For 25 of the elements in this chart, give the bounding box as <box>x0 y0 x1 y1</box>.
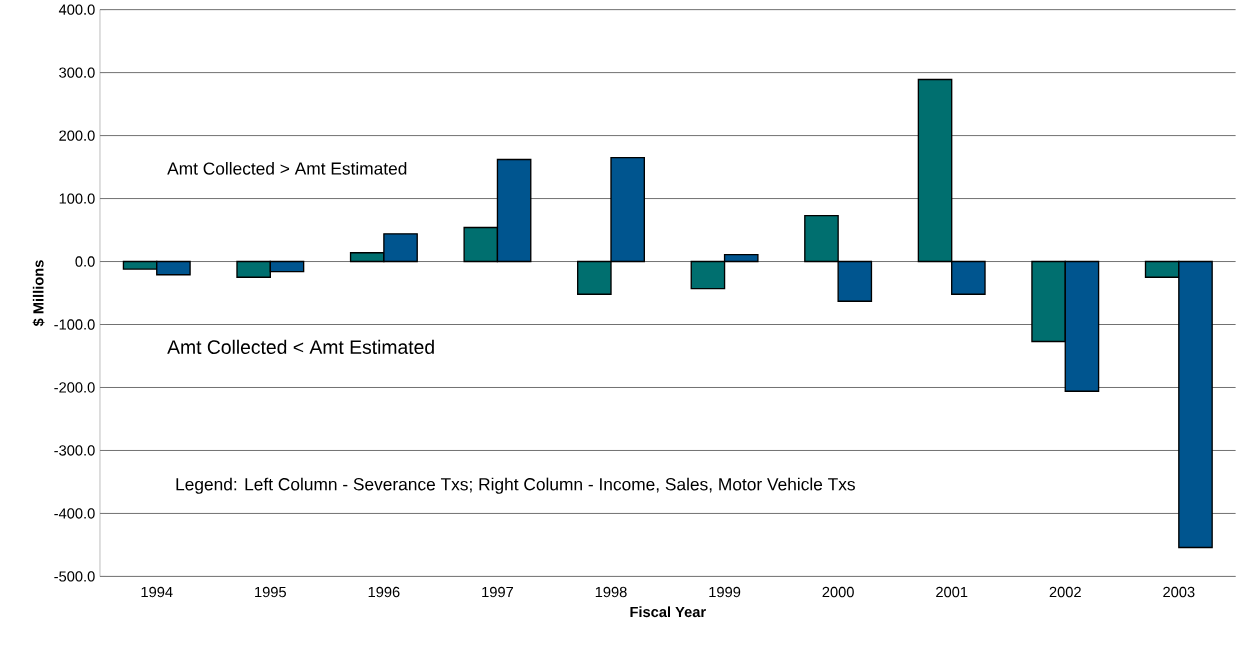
y-tick-label: 200.0 <box>59 130 95 141</box>
y-axis-title: $ Millions <box>32 260 45 327</box>
y-tick-label: 0.0 <box>75 256 95 267</box>
x-tick-label: 1995 <box>255 586 286 598</box>
x-tick-label: 2000 <box>822 586 854 598</box>
x-tick-label: 1998 <box>595 586 627 598</box>
y-tick-label: -100.0 <box>54 319 95 330</box>
y-tick-label: -200.0 <box>54 382 95 393</box>
x-tick-label: 2002 <box>1049 586 1081 598</box>
y-tick-label: -400.0 <box>54 508 95 519</box>
annotation: Amt Collected > Amt Estimated <box>167 161 407 175</box>
x-tick-label: 1996 <box>368 586 400 598</box>
y-tick-label: -300.0 <box>54 445 95 456</box>
annotation: Legend: Left Column - Severance Txs; Right Column - Income, Sales, Motor Vehicle Txs <box>176 477 855 494</box>
x-tick-label: 2003 <box>1163 586 1195 598</box>
x-tick-label: 1999 <box>709 586 741 598</box>
x-tick-label: 2001 <box>936 586 968 598</box>
x-tick-label: 1997 <box>482 586 514 598</box>
y-tick-label: 400.0 <box>58 4 95 15</box>
y-tick-label: -500.0 <box>54 571 95 582</box>
annotation: Amt Collected < Amt Estimated <box>167 339 434 354</box>
x-axis-title: Fiscal Year <box>630 606 706 617</box>
x-tick-label: 1994 <box>141 586 173 598</box>
y-tick-label: 300.0 <box>59 67 95 78</box>
y-tick-label: 100.0 <box>59 193 95 204</box>
